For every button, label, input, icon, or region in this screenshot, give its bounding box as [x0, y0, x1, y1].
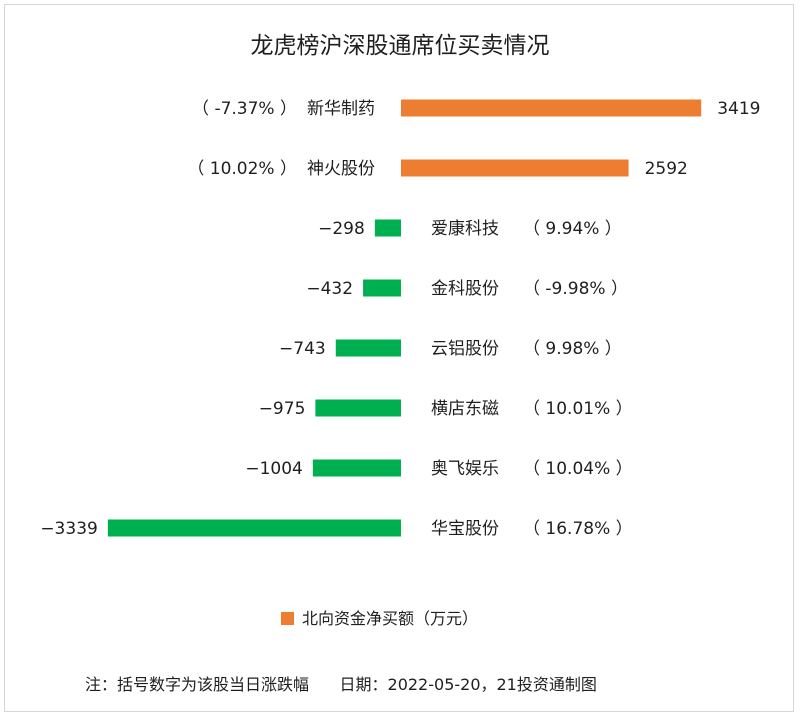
bar [374, 219, 401, 237]
value-label: −432 [306, 279, 353, 299]
bar [401, 159, 629, 177]
value-label: 2592 [645, 159, 688, 179]
bar [401, 99, 702, 117]
bar [107, 519, 401, 537]
value-label: −975 [259, 399, 306, 419]
stock-label: 奥飞娱乐 [431, 459, 499, 479]
change-label: （ 10.04% ） [523, 459, 633, 479]
chart-frame: 龙虎榜沪深股通席位买卖情况 3419 新华制药 （ -7.37% ） 2592 神火股份… [4, 4, 794, 712]
change-label: （ -7.37% ） [192, 99, 297, 119]
change-label: （ 10.01% ） [523, 399, 633, 419]
stock-label: 云铝股份 [431, 339, 499, 359]
bar [363, 279, 401, 297]
value-label: −3339 [40, 519, 98, 539]
bar-chart: 龙虎榜沪深股通席位买卖情况 3419 新华制药 （ -7.37% ） 2592 神火股份… [40, 33, 760, 628]
value-label: −743 [279, 339, 326, 359]
stock-label: 神火股份 [307, 159, 375, 179]
change-label: （ 10.02% ） [187, 159, 297, 179]
change-label: （ 9.98% ） [523, 339, 622, 359]
change-label: （ 16.78% ） [523, 519, 633, 539]
stock-label: 新华制药 [307, 99, 375, 119]
legend: 北向资金净买额（万元） [281, 609, 478, 628]
change-label: （ 9.94% ） [523, 219, 622, 239]
chart-title: 龙虎榜沪深股通席位买卖情况 [251, 33, 550, 59]
stock-label: 爱康科技 [431, 219, 499, 239]
bars-group: 3419 新华制药 （ -7.37% ） 2592 神火股份 （ 10.02% ） −298… [40, 99, 760, 539]
value-label: 3419 [717, 99, 760, 119]
stock-label: 金科股份 [431, 279, 499, 299]
bar [335, 339, 401, 357]
value-label: −1004 [245, 459, 303, 479]
change-label: （ -9.98% ） [523, 279, 628, 299]
bar [312, 459, 401, 477]
stock-label: 横店东磁 [431, 399, 499, 419]
bar [315, 399, 401, 417]
value-label: −298 [318, 219, 365, 239]
legend-label: 北向资金净买额（万元） [302, 609, 478, 628]
footnote: 注：括号数字为该股当日涨跌幅 日期：2022-05-20，21投资通制图 [85, 675, 597, 694]
stock-label: 华宝股份 [431, 519, 499, 539]
legend-swatch [281, 612, 294, 625]
